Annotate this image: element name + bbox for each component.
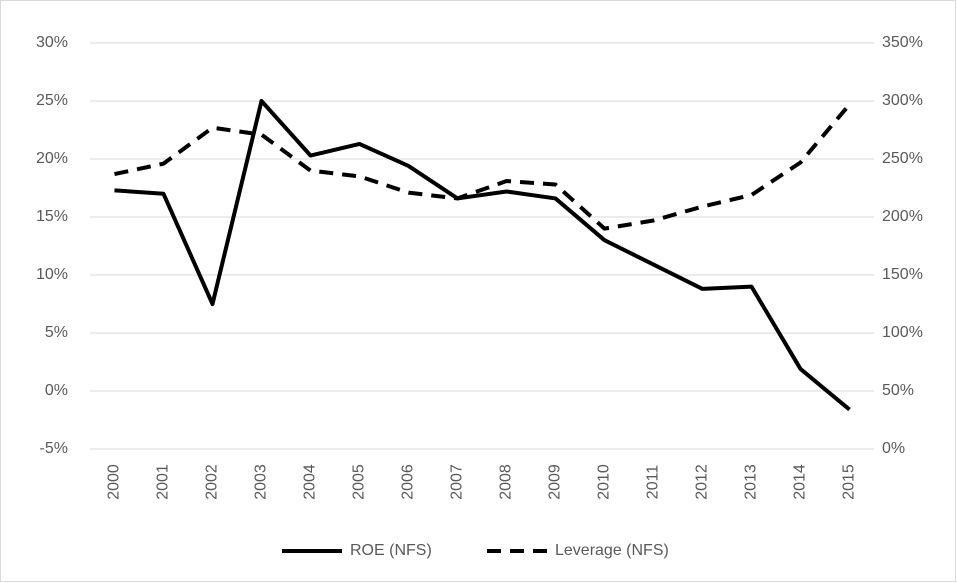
x-tick-label: 2000 (106, 464, 123, 500)
x-tick-label: 2007 (449, 464, 466, 500)
y-tick-label: 0% (45, 382, 68, 399)
x-tick-label: 2012 (694, 464, 711, 500)
y2-tick-label: 300% (882, 92, 923, 109)
y2-tick-label: 200% (882, 208, 923, 225)
legend-label: ROE (NFS) (350, 542, 432, 559)
x-tick-label: 2002 (204, 464, 221, 500)
y2-tick-label: 50% (882, 382, 914, 399)
series-line (114, 99, 851, 412)
y-tick-label: 20% (36, 150, 68, 167)
y2-tick-label: 100% (882, 324, 923, 341)
x-tick-label: 2014 (792, 464, 809, 500)
legend-label: Leverage (NFS) (555, 542, 669, 559)
series-line (114, 103, 852, 231)
y-tick-label: -5% (40, 440, 68, 457)
y2-tick-label: 350% (882, 34, 923, 51)
y2-tick-label: 0% (882, 440, 905, 457)
y-tick-label: 10% (36, 266, 68, 283)
y-tick-label: 30% (36, 34, 68, 51)
x-tick-label: 2015 (841, 464, 858, 500)
x-tick-label: 2008 (498, 464, 515, 500)
x-tick-label: 2011 (645, 465, 662, 500)
x-tick-label: 2010 (596, 464, 613, 500)
y-tick-label: 25% (36, 92, 68, 109)
x-tick-label: 2013 (743, 464, 760, 500)
x-tick-label: 2005 (351, 464, 368, 500)
x-tick-label: 2009 (547, 464, 564, 500)
y-tick-label: 5% (45, 324, 68, 341)
y-tick-label: 15% (36, 208, 68, 225)
x-tick-label: 2004 (302, 464, 319, 500)
x-tick-label: 2003 (253, 464, 270, 500)
x-tick-label: 2006 (400, 464, 417, 500)
y2-tick-label: 150% (882, 266, 923, 283)
y2-tick-label: 250% (882, 150, 923, 167)
x-tick-label: 2001 (155, 464, 172, 500)
